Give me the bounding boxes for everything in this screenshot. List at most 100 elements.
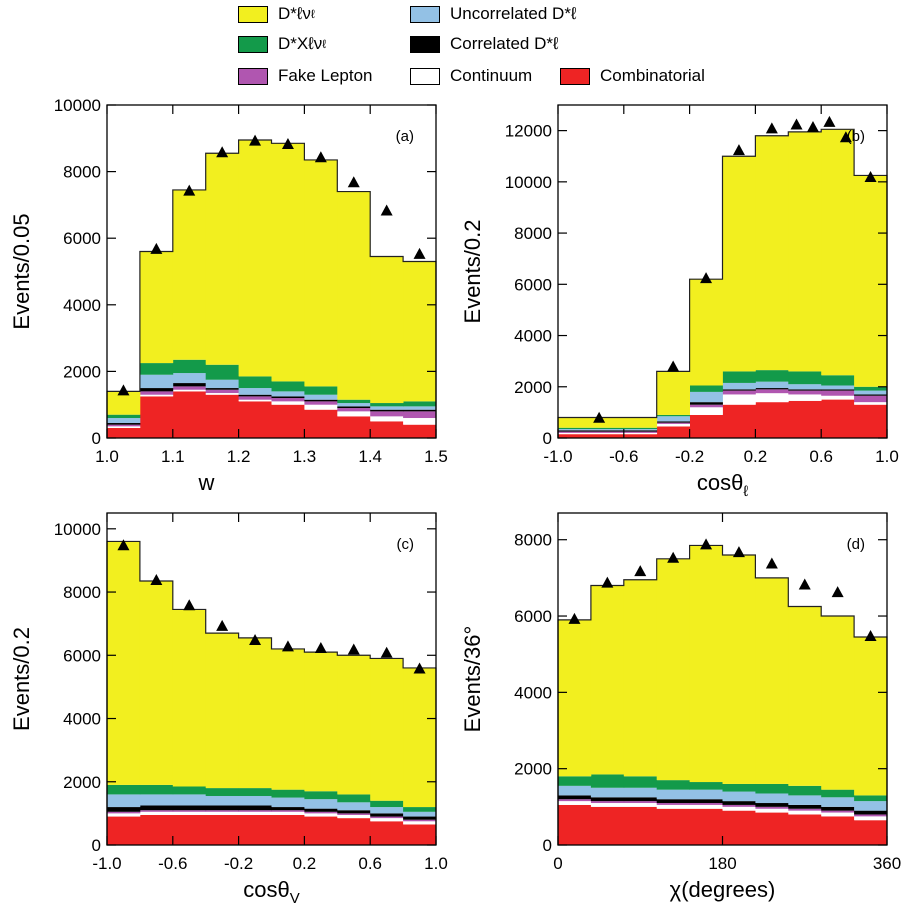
x-axis-label-subscript: ℓ — [743, 483, 748, 500]
panel-label: (b) — [847, 128, 865, 145]
bar-6-9 — [854, 637, 888, 796]
bar-1-2 — [172, 389, 207, 392]
bar-1-9 — [403, 418, 437, 425]
bar-0-8 — [370, 421, 404, 438]
panel-label: (c) — [397, 536, 415, 553]
bar-1-9 — [403, 821, 437, 825]
data-point — [601, 576, 614, 588]
bar-3-5 — [722, 801, 756, 805]
bar-4-8 — [821, 797, 855, 807]
panel-0: 0 2000 4000 6000 8000 10000 1.0 1.1 1.2 1.3 1.4 1.5… — [9, 96, 448, 495]
bar-6-5 — [755, 135, 789, 371]
bar-1-8 — [854, 402, 888, 405]
bar-3-2 — [623, 797, 658, 802]
data-point — [347, 176, 360, 188]
bar-5-4 — [689, 782, 723, 790]
bar-2-0 — [107, 424, 141, 427]
data-point — [183, 184, 196, 196]
bar-2-1 — [590, 801, 625, 804]
bar-2-6 — [304, 401, 338, 405]
bar-6-6 — [304, 652, 338, 792]
bar-5-2 — [172, 786, 207, 795]
x-tick-label: 1.5 — [424, 447, 448, 466]
bar-0-4 — [689, 808, 723, 845]
data-point — [700, 538, 713, 550]
bar-2-9 — [403, 819, 437, 822]
y-tick-label: 4000 — [514, 327, 552, 346]
data-point — [249, 634, 262, 646]
legend-entry-continuum: Continuum — [410, 66, 532, 86]
bar-6-9 — [403, 261, 437, 402]
data-point — [667, 360, 680, 372]
bar-0-5 — [722, 810, 756, 845]
y-tick-label: 4000 — [63, 710, 101, 729]
bar-3-9 — [403, 816, 437, 820]
bar-6-2 — [172, 609, 207, 787]
bar-3-1 — [623, 430, 658, 432]
data-point — [380, 646, 393, 658]
y-tick-label: 6000 — [63, 229, 101, 248]
bar-0-7 — [337, 818, 371, 845]
data-point — [667, 551, 680, 563]
data-point — [798, 578, 811, 590]
y-tick-label: 0 — [543, 429, 552, 448]
y-tick-label: 4000 — [514, 683, 552, 702]
bar-4-0 — [107, 418, 141, 424]
x-tick-label: -1.0 — [543, 447, 572, 466]
bar-6-4 — [722, 156, 756, 372]
data-point — [314, 641, 327, 653]
bar-5-3 — [656, 780, 690, 790]
legend-entry-correlated: Correlated D*ℓ — [410, 34, 558, 54]
panel-label: (d) — [847, 536, 865, 553]
bar-3-4 — [689, 799, 723, 804]
bar-3-0 — [558, 430, 625, 432]
bar-6-5 — [271, 648, 305, 790]
bar-2-7 — [821, 390, 855, 396]
bar-4-6 — [304, 799, 338, 809]
bar-4-3 — [205, 795, 239, 806]
y-tick-label: 0 — [543, 836, 552, 855]
y-tick-label: 10000 — [54, 520, 101, 539]
bar-3-5 — [271, 807, 305, 811]
bar-0-4 — [238, 401, 272, 438]
x-tick-label: 0 — [553, 854, 562, 873]
bar-0-6 — [304, 816, 338, 845]
bar-4-4 — [238, 388, 272, 395]
bar-5-7 — [337, 794, 371, 803]
bar-2-4 — [722, 390, 756, 395]
bar-4-6 — [304, 394, 338, 400]
bar-1-0 — [107, 426, 141, 429]
bar-3-3 — [656, 799, 690, 804]
bar-5-4 — [722, 371, 756, 383]
bar-4-5 — [755, 381, 789, 389]
bar-4-2 — [656, 416, 690, 422]
legend-label-dxlnu: D*Xℓν — [278, 34, 323, 53]
bar-0-1 — [590, 806, 625, 845]
data-point — [117, 384, 130, 396]
bar-4-3 — [656, 789, 690, 800]
y-tick-label: 2000 — [514, 760, 552, 779]
data-point — [150, 242, 163, 254]
data-point — [732, 546, 745, 558]
bar-2-1 — [623, 431, 658, 433]
data-point — [249, 134, 262, 146]
bar-2-2 — [172, 810, 207, 812]
bar-2-7 — [337, 813, 371, 815]
legend-label-uncorrelated: Uncorrelated D*ℓ — [450, 4, 577, 23]
data-point — [183, 599, 196, 611]
bar-3-6 — [755, 803, 789, 807]
bar-5-9 — [403, 807, 437, 812]
bar-3-1 — [590, 797, 625, 802]
legend-swatch-fake-lepton — [238, 67, 268, 85]
bar-6-0 — [107, 541, 141, 785]
plot-frame — [106, 104, 437, 439]
bar-0-2 — [656, 426, 690, 438]
bar-3-5 — [755, 388, 789, 390]
bar-3-8 — [370, 813, 404, 817]
bar-3-6 — [304, 808, 338, 812]
data-point — [593, 411, 606, 423]
data-point — [281, 640, 294, 652]
y-tick-label: 8000 — [63, 163, 101, 182]
bar-3-0 — [558, 795, 592, 800]
bar-6-4 — [238, 637, 272, 789]
